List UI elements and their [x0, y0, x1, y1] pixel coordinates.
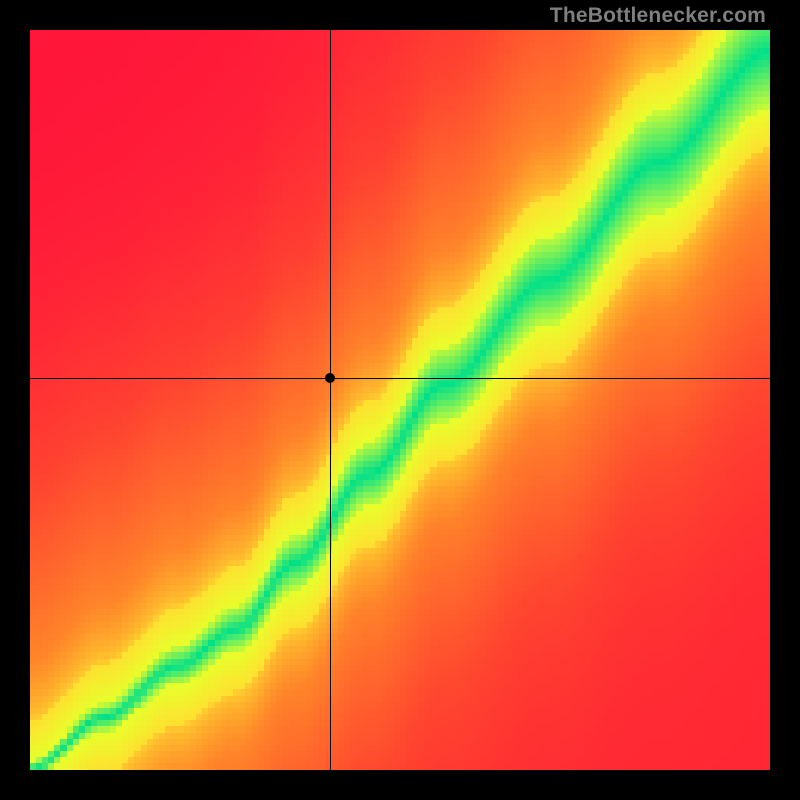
crosshair-vertical — [330, 30, 331, 770]
plot-area — [30, 30, 770, 770]
watermark-text: TheBottlenecker.com — [550, 4, 766, 28]
crosshair-marker — [325, 373, 335, 383]
heatmap-canvas — [30, 30, 770, 770]
chart-frame: TheBottlenecker.com — [0, 0, 800, 800]
crosshair-horizontal — [30, 378, 770, 379]
